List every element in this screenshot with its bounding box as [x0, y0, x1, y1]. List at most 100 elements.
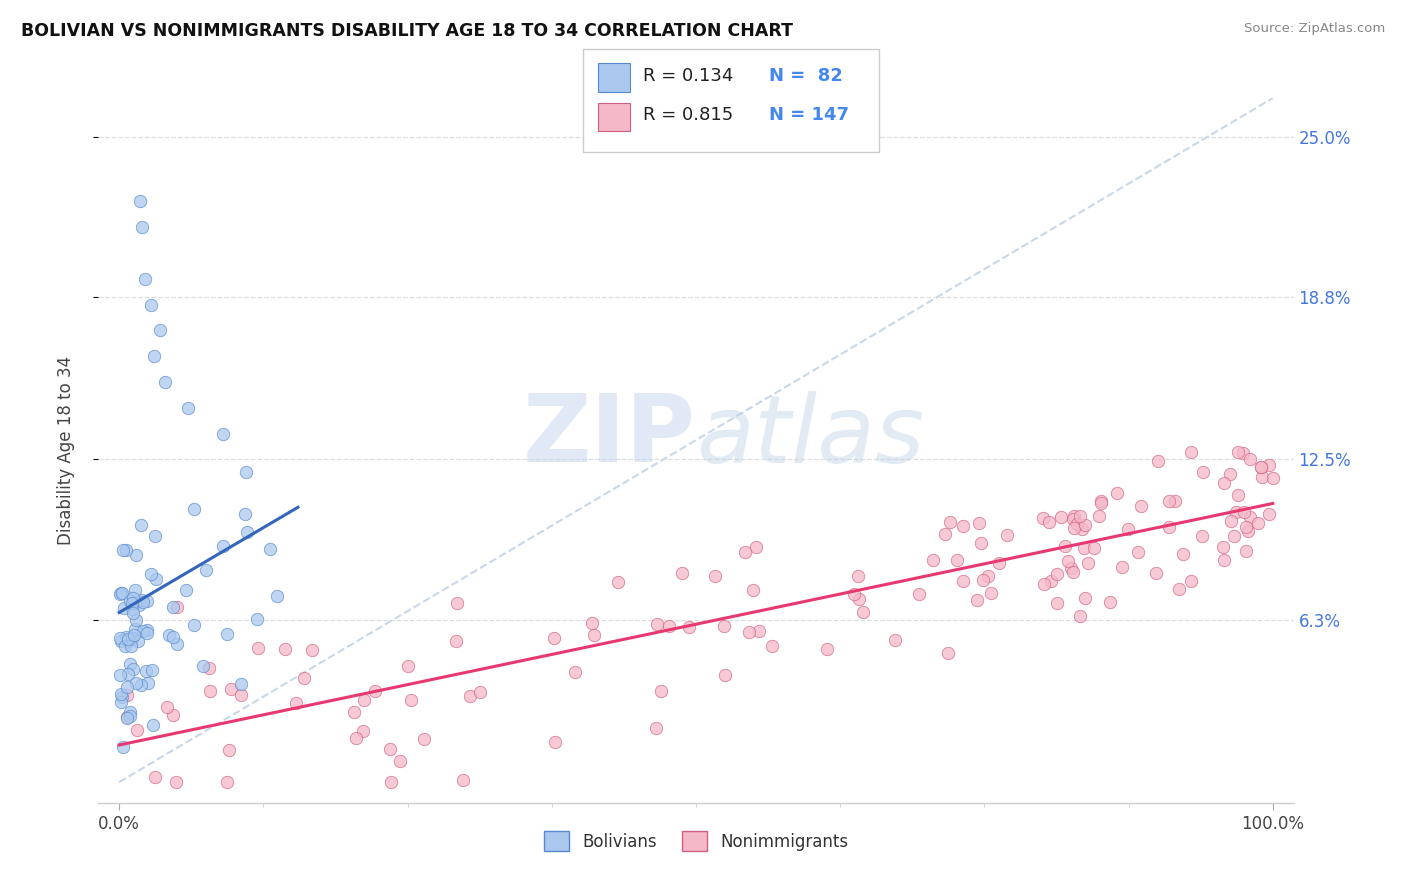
- Point: [1071, 523, 1094, 537]
- Point: [212, 426, 235, 441]
- Point: [157, 628, 180, 642]
- Point: [114, 630, 136, 644]
- Point: [946, 553, 969, 567]
- Point: [734, 545, 756, 559]
- Point: [468, 684, 491, 698]
- Point: [1046, 566, 1069, 581]
- Point: [219, 682, 242, 697]
- Point: [195, 563, 218, 577]
- Point: [934, 526, 956, 541]
- Point: [112, 542, 135, 557]
- Point: [980, 586, 1002, 600]
- Point: [110, 668, 132, 682]
- Point: [1167, 582, 1189, 596]
- Point: [1226, 488, 1249, 502]
- Point: [120, 593, 142, 607]
- Point: [848, 592, 870, 607]
- Point: [583, 628, 606, 642]
- Text: ZIP: ZIP: [523, 391, 696, 483]
- Point: [1261, 470, 1284, 484]
- Point: [110, 695, 132, 709]
- Point: [883, 632, 905, 647]
- Point: [145, 572, 167, 586]
- Point: [183, 501, 205, 516]
- Point: [165, 775, 187, 789]
- Point: [134, 272, 156, 286]
- Point: [229, 689, 252, 703]
- Point: [1250, 459, 1272, 474]
- Point: [451, 773, 474, 788]
- Point: [131, 593, 153, 607]
- Point: [108, 631, 131, 645]
- Point: [1227, 444, 1250, 458]
- Point: [1033, 577, 1056, 591]
- Point: [1219, 467, 1241, 482]
- Text: BOLIVIAN VS NONIMMIGRANTS DISABILITY AGE 18 TO 34 CORRELATION CHART: BOLIVIAN VS NONIMMIGRANTS DISABILITY AGE…: [21, 22, 793, 40]
- Point: [1191, 465, 1213, 479]
- Point: [815, 642, 838, 657]
- Point: [380, 742, 402, 756]
- Point: [114, 542, 136, 557]
- Point: [162, 708, 184, 723]
- Point: [110, 586, 132, 600]
- Point: [1251, 470, 1274, 484]
- Point: [1057, 553, 1080, 567]
- Text: N =  82: N = 82: [769, 67, 844, 85]
- Point: [129, 677, 152, 691]
- Point: [396, 659, 419, 673]
- Point: [124, 622, 146, 636]
- Point: [117, 633, 139, 648]
- Point: [936, 646, 959, 660]
- Point: [1088, 509, 1111, 524]
- Point: [1222, 529, 1244, 543]
- Point: [112, 601, 135, 615]
- Point: [110, 687, 132, 701]
- Point: [125, 549, 148, 563]
- Point: [1213, 553, 1236, 567]
- Point: [658, 619, 681, 633]
- Point: [125, 613, 148, 627]
- Point: [142, 718, 165, 732]
- Point: [852, 605, 875, 619]
- Point: [1258, 507, 1281, 521]
- Point: [174, 583, 197, 598]
- Text: N = 147: N = 147: [769, 106, 849, 124]
- Point: [131, 624, 153, 639]
- Point: [246, 640, 269, 655]
- Point: [1107, 486, 1129, 500]
- Point: [1032, 511, 1054, 525]
- Text: R = 0.134: R = 0.134: [643, 67, 733, 85]
- Point: [111, 690, 134, 704]
- Point: [121, 631, 143, 645]
- Point: [1225, 505, 1247, 519]
- Point: [120, 657, 142, 671]
- Point: [1083, 541, 1105, 555]
- Point: [115, 688, 138, 702]
- Point: [118, 705, 141, 719]
- Point: [344, 731, 367, 746]
- Point: [1060, 561, 1083, 575]
- Point: [1180, 445, 1202, 459]
- Point: [446, 634, 468, 648]
- Point: [301, 643, 323, 657]
- Point: [233, 507, 256, 521]
- Point: [141, 664, 163, 678]
- Point: [977, 569, 1000, 583]
- Point: [967, 516, 990, 530]
- Point: [259, 542, 281, 557]
- Point: [131, 220, 153, 235]
- Point: [364, 684, 387, 698]
- Point: [1111, 560, 1133, 574]
- Point: [1250, 460, 1272, 475]
- Point: [412, 732, 434, 747]
- Point: [748, 624, 770, 638]
- Point: [132, 595, 155, 609]
- Point: [995, 528, 1018, 542]
- Point: [1180, 574, 1202, 589]
- Point: [162, 599, 184, 614]
- Point: [1063, 521, 1085, 535]
- Point: [1220, 515, 1243, 529]
- Point: [142, 349, 165, 363]
- Point: [156, 700, 179, 714]
- Point: [117, 667, 139, 681]
